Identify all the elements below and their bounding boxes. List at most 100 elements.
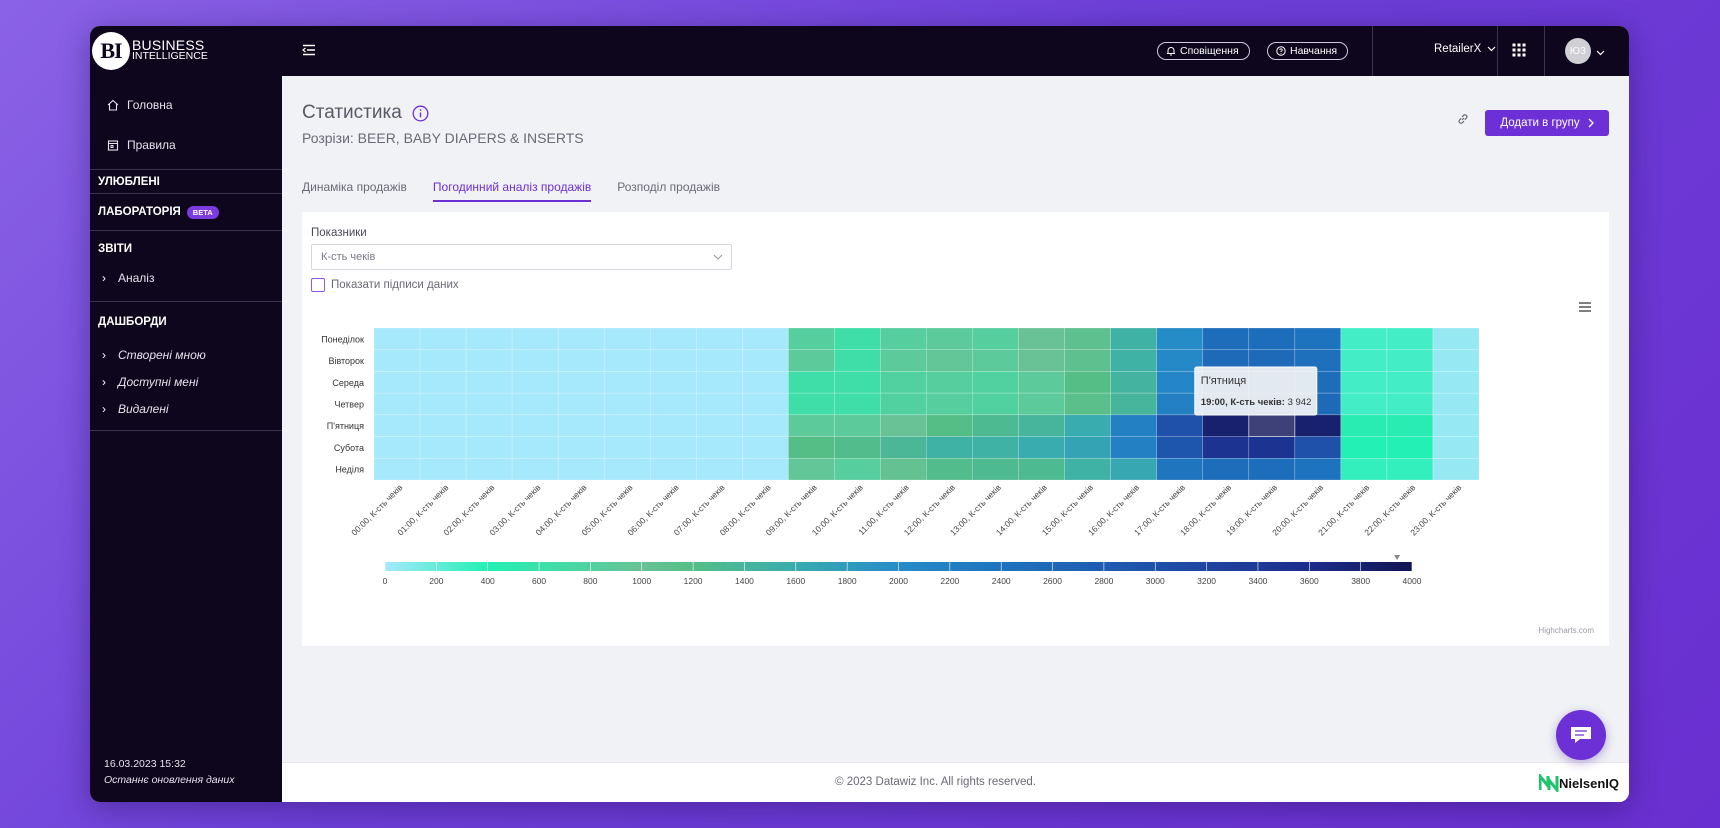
heatmap-cell: [649, 436, 697, 459]
main-content: Статистика Розрізи: BEER, BABY DIAPERS &…: [282, 76, 1629, 802]
metric-label: Показники: [311, 227, 367, 239]
heatmap-cell: [373, 414, 421, 437]
heatmap-cell: [1202, 436, 1250, 459]
add-to-group-button[interactable]: Додати в групу: [1485, 110, 1609, 136]
apps-grid-icon[interactable]: [1512, 43, 1526, 62]
heatmap-cell: [1202, 327, 1250, 351]
heatmap-cell: [1432, 457, 1480, 481]
tab-hourly-analysis[interactable]: Погодинний аналіз продажів: [432, 180, 592, 212]
collapse-menu-icon[interactable]: [302, 43, 316, 62]
heatmap-cell: [1064, 436, 1111, 459]
sidebar-item-home[interactable]: Головна: [90, 94, 282, 116]
heatmap-cell: [1340, 457, 1388, 481]
heatmap-cell: [603, 436, 651, 459]
sidebar-item-label: Правила: [127, 138, 176, 152]
heatmap-cell: [880, 392, 927, 416]
color-axis-label: 200: [429, 576, 443, 586]
metric-select[interactable]: К-сть чеків: [311, 244, 732, 270]
heatmap-cell: [603, 349, 651, 372]
brand[interactable]: BI BUSINESS INTELLIGENCE: [90, 26, 282, 76]
notifications-button[interactable]: Сповіщення: [1157, 42, 1250, 60]
last-update-time: 16.03.2023 15:32: [104, 758, 186, 770]
info-icon[interactable]: [412, 105, 429, 122]
avatar[interactable]: ЮЗ: [1565, 38, 1591, 64]
chevron-right-icon: [1588, 118, 1594, 128]
heatmap-cell: [557, 414, 605, 437]
heatmap-cell: [742, 371, 789, 394]
sidebar-item-shared-with-me[interactable]: › Доступні мені: [90, 368, 282, 396]
heatmap-cell: [511, 349, 559, 372]
tab-sales-distribution[interactable]: Розподіл продажів: [617, 180, 720, 194]
heatmap-cell: [788, 371, 835, 394]
show-data-labels-checkbox[interactable]: [311, 278, 325, 292]
notifications-label: Сповіщення: [1180, 45, 1239, 57]
learning-button[interactable]: Навчання: [1267, 42, 1349, 60]
row-label: Четвер: [334, 400, 364, 410]
chart-card: Показники К-сть чеків Показати підписи д…: [302, 212, 1609, 646]
heatmap-cell: [1340, 436, 1388, 459]
beta-badge: BETA: [186, 205, 219, 219]
heatmap-cell: [603, 414, 651, 437]
heatmap-cell: [1340, 392, 1388, 416]
heatmap-cell: [1386, 371, 1434, 394]
hovered-cell: [1248, 414, 1296, 437]
heatmap-cell: [788, 349, 835, 372]
tooltip-box: [1194, 366, 1318, 416]
row-label: Вівторок: [328, 356, 364, 366]
color-axis-label: 1800: [838, 576, 857, 586]
heatmap-cell: [1340, 327, 1388, 351]
heatmap-cell: [603, 392, 651, 416]
link-icon[interactable]: [1456, 112, 1470, 131]
heatmap-cell: [511, 327, 559, 351]
chart-menu-icon[interactable]: [1578, 300, 1592, 318]
color-axis-label: 400: [481, 576, 495, 586]
sidebar-item-analysis[interactable]: › Аналіз: [90, 267, 282, 289]
color-axis-label: 4000: [1403, 576, 1422, 586]
heatmap-cell: [1386, 457, 1434, 481]
retailer-select[interactable]: RetailerX: [1434, 43, 1496, 55]
heatmap-cell: [1110, 371, 1158, 394]
heatmap-cell: [1156, 414, 1204, 437]
show-data-labels[interactable]: Показати підписи даних: [311, 278, 459, 292]
heatmap-cell: [511, 457, 559, 481]
color-axis-label: 3400: [1248, 576, 1267, 586]
tab-sales-dynamics[interactable]: Динаміка продажів: [302, 180, 407, 194]
color-axis-label: 1200: [684, 576, 703, 586]
color-axis-label: 2800: [1094, 576, 1113, 586]
chevron-right-icon: ›: [102, 271, 106, 285]
heatmap-cell: [649, 371, 697, 394]
color-axis-label: 1000: [632, 576, 651, 586]
sidebar: BI BUSINESS INTELLIGENCE Головна Правила…: [90, 26, 282, 802]
sidebar-section-lab[interactable]: ЛАБОРАТОРІЯ BETA: [90, 194, 282, 230]
color-axis-label: 3600: [1300, 576, 1319, 586]
heatmap-cell: [1110, 327, 1158, 351]
heatmap-cell: [1110, 349, 1158, 372]
chat-button[interactable]: [1556, 710, 1606, 760]
color-axis-label: 0: [383, 576, 388, 586]
heatmap-cell: [1064, 414, 1111, 437]
heatmap-cell: [880, 414, 927, 437]
brand-line2: INTELLIGENCE: [132, 50, 208, 62]
heatmap-cell: [788, 414, 835, 437]
sidebar-item-rules[interactable]: Правила: [90, 134, 282, 156]
heatmap-cell: [742, 392, 789, 416]
chevron-down-icon[interactable]: [1596, 43, 1605, 61]
learning-label: Навчання: [1290, 45, 1338, 57]
sidebar-item-created-by-me[interactable]: › Створені мною: [90, 342, 282, 368]
heatmap-cell: [1018, 327, 1065, 351]
row-label: Середа: [332, 378, 364, 388]
sidebar-item-deleted[interactable]: › Видалені: [90, 396, 282, 422]
heatmap-cell: [834, 392, 881, 416]
heatmap-cell: [926, 414, 973, 437]
heatmap-cell: [926, 327, 973, 351]
heatmap-cell: [1432, 414, 1480, 437]
heatmap-cell: [1018, 371, 1065, 394]
retailer-label: RetailerX: [1434, 43, 1482, 55]
color-axis-marker: [1394, 555, 1401, 560]
sidebar-section-favorites[interactable]: УЛЮБЛЕНІ: [98, 175, 160, 188]
heatmap-cell: [1432, 327, 1480, 351]
heatmap-cell: [742, 457, 789, 481]
heatmap-cell: [1294, 414, 1342, 437]
chart-credits[interactable]: Highcharts.com: [1538, 626, 1594, 635]
divider: [1497, 26, 1498, 76]
